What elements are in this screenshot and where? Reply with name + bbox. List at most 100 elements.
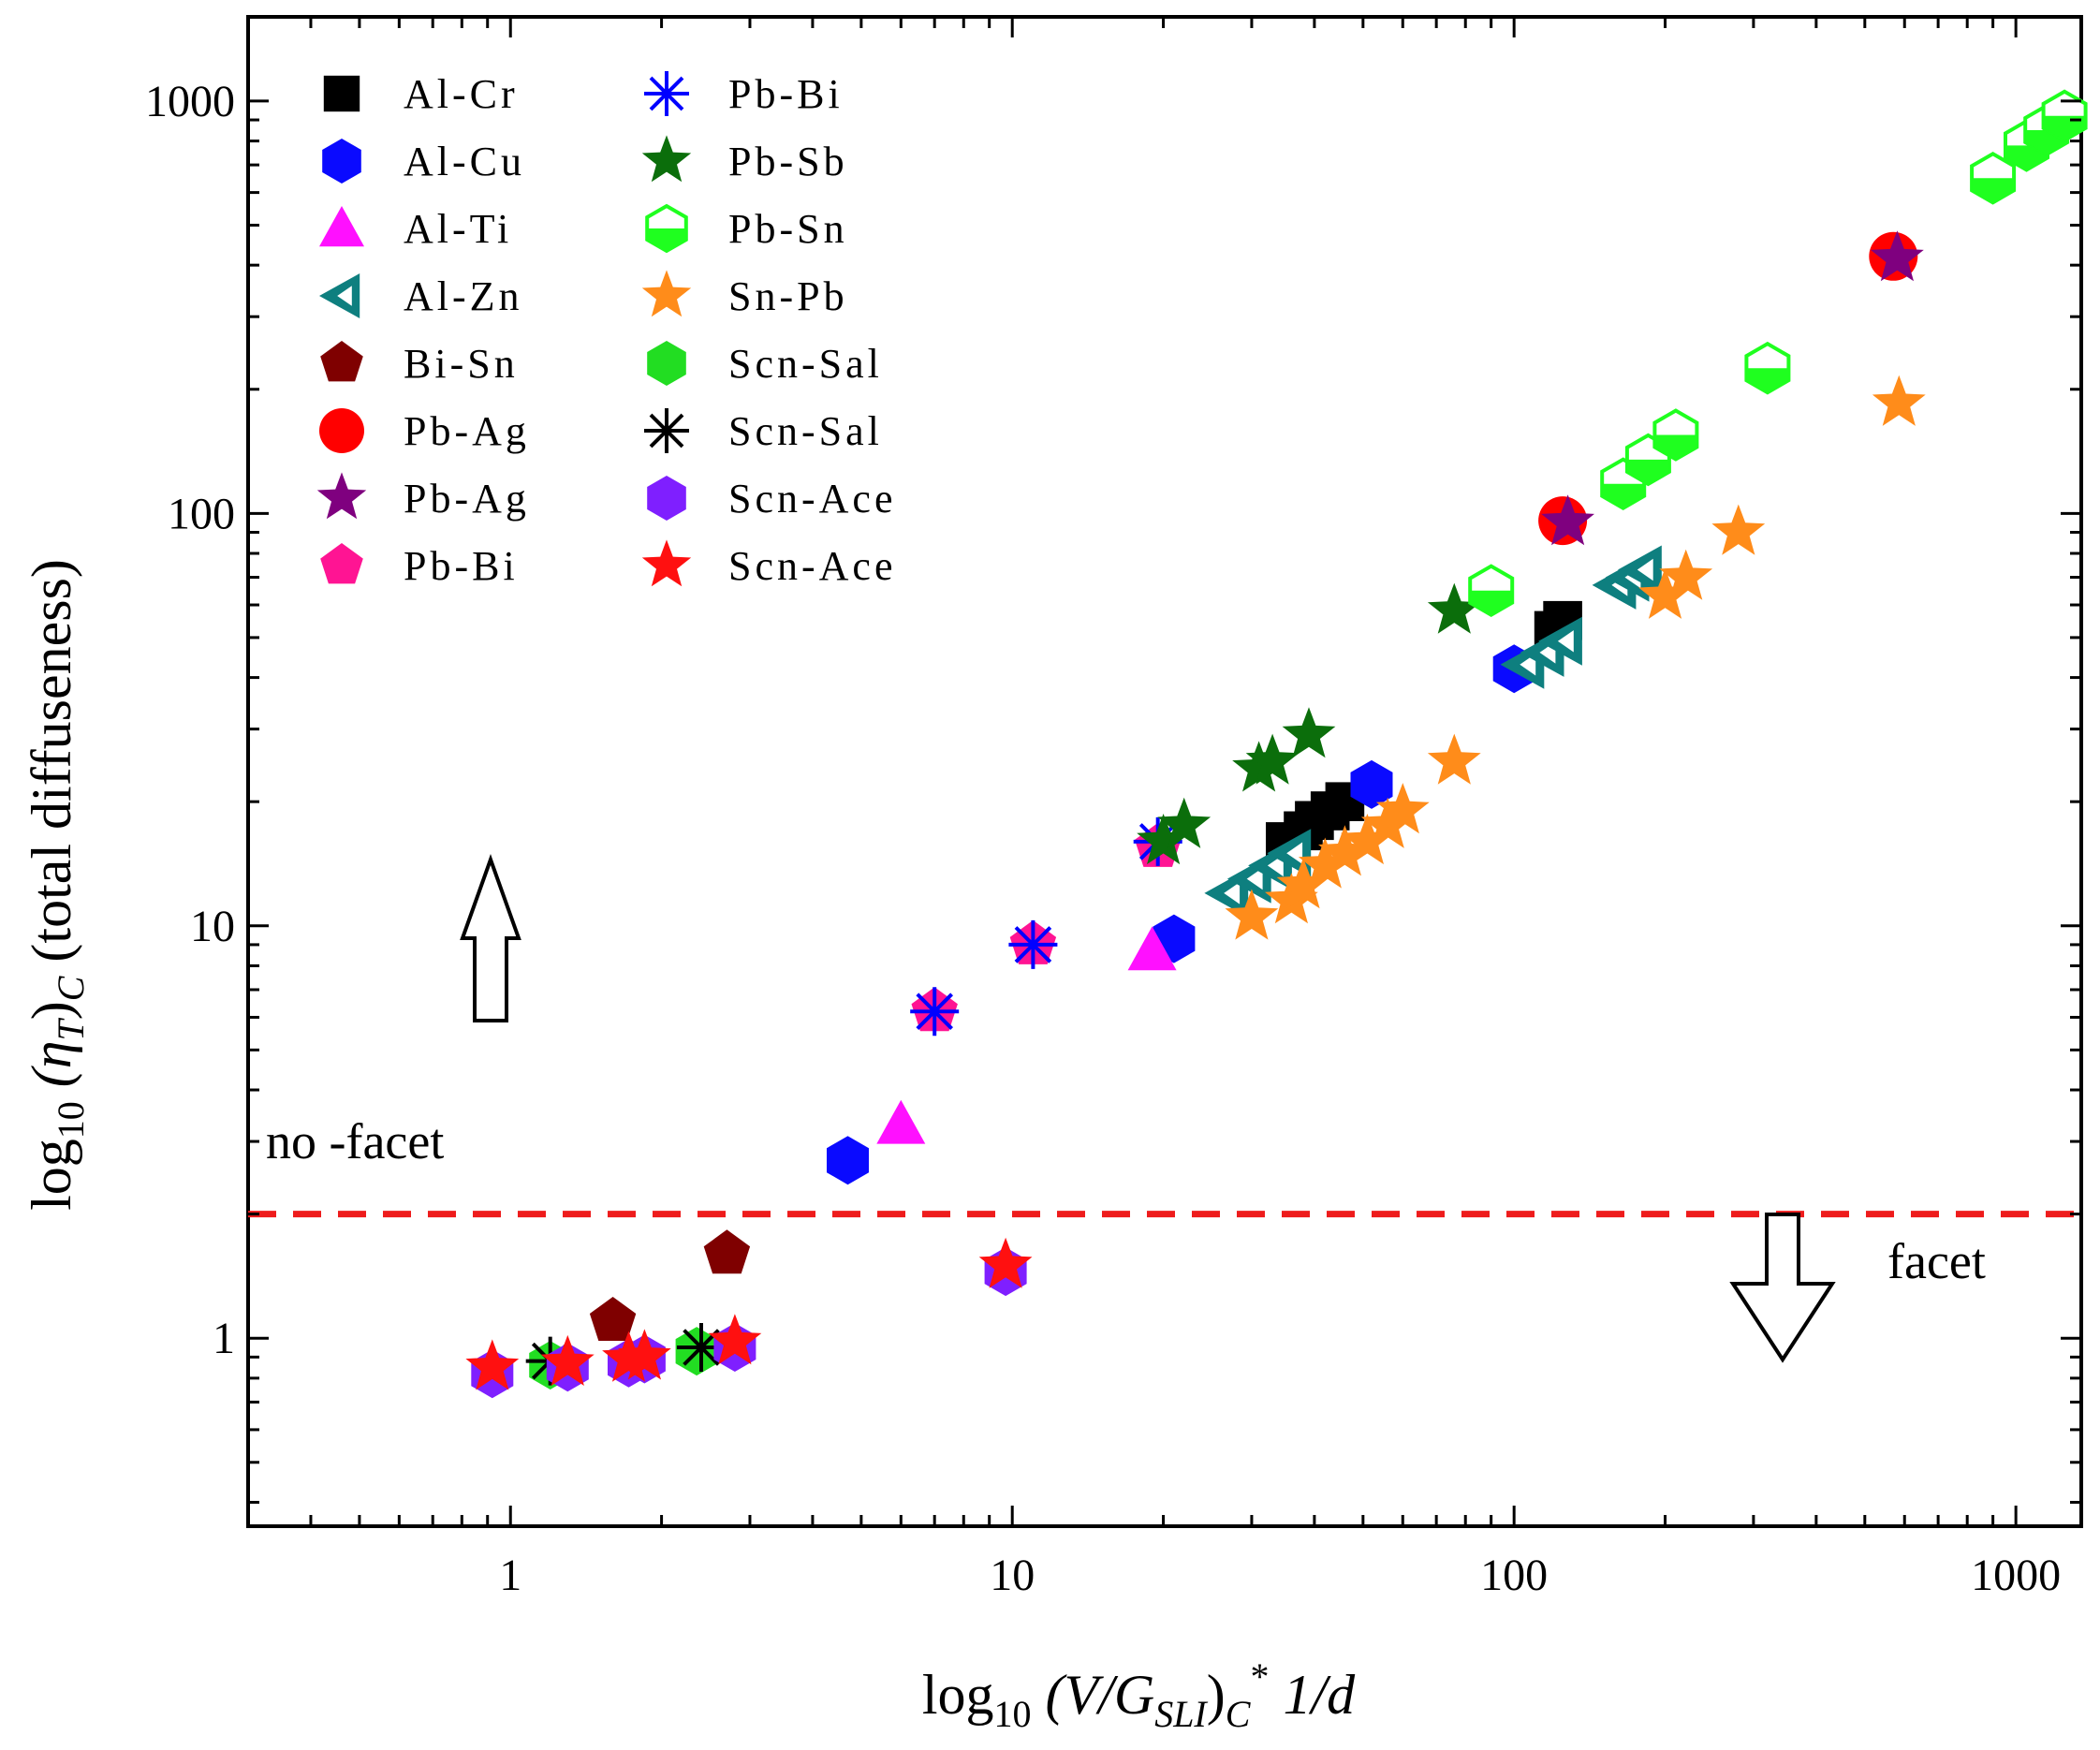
legend-label: Pb-Bi xyxy=(404,543,519,589)
data-point xyxy=(1341,814,1394,865)
data-point xyxy=(1282,707,1336,758)
data-point xyxy=(1744,341,1791,395)
legend-item: Pb-Ag xyxy=(319,408,530,454)
legend: Al-Cr Al-Cu Al-Ti Al-Zn Bi-Sn Pb-Ag Pb-Ag Pb-Bi… xyxy=(316,71,897,589)
legend-item: Scn-Ace xyxy=(647,476,897,522)
data-point xyxy=(1618,545,1662,595)
data-point xyxy=(1267,829,1312,878)
data-point xyxy=(1318,825,1372,876)
legend-item: Pb-Sn xyxy=(645,203,848,254)
legend-marker xyxy=(647,476,686,521)
data-point xyxy=(910,987,960,1037)
no-facet-label: no -facet xyxy=(266,1113,444,1169)
legend-label: Scn-Ace xyxy=(728,476,897,522)
up-arrow-icon xyxy=(460,854,521,1022)
data-point xyxy=(1652,408,1699,462)
data-point xyxy=(1225,889,1279,940)
legend-label: Pb-Ag xyxy=(404,408,530,454)
svg-text:log10 (ηT)C (total diffuseness: log10 (ηT)C (total diffuseness) xyxy=(21,559,92,1211)
series-pb-sb-star xyxy=(1137,582,1481,865)
legend-item: Al-Cu xyxy=(322,139,525,184)
legend-item: Pb-Ag xyxy=(316,472,530,522)
legend-item: Scn-Ace xyxy=(641,539,897,589)
y-axis-title: log10 (ηT)C (total diffuseness) xyxy=(21,559,92,1211)
data-point xyxy=(1872,375,1926,426)
legend-marker xyxy=(320,543,363,584)
legend-marker xyxy=(641,539,692,587)
data-point xyxy=(1711,504,1766,555)
legend-label: Pb-Bi xyxy=(728,71,844,117)
data-point xyxy=(1538,616,1582,666)
x-tick-label: 10 xyxy=(990,1551,1035,1600)
series-bi-sn-pentagon xyxy=(589,1229,751,1341)
data-point xyxy=(1427,733,1481,785)
legend-marker xyxy=(641,135,692,183)
legend-marker xyxy=(323,75,360,112)
axes: 1 10 100 1000 1 10 100 1000 xyxy=(145,17,2081,1600)
legend-marker xyxy=(645,203,688,254)
data-point xyxy=(978,1237,1033,1288)
legend-label: Scn-Ace xyxy=(728,543,897,589)
series-al-ti-triangle xyxy=(876,926,1177,1144)
legend-marker xyxy=(319,273,360,318)
data-point xyxy=(1375,783,1430,834)
legend-label: Scn-Sal xyxy=(728,341,883,387)
data-point xyxy=(827,1136,869,1185)
data-marks xyxy=(465,89,2088,1399)
x-tick-label: 100 xyxy=(1480,1551,1548,1600)
data-point xyxy=(465,1339,520,1390)
legend-label: Al-Ti xyxy=(404,206,512,252)
legend-item: Scn-Sal xyxy=(647,341,883,387)
y-tick-label: 1000 xyxy=(145,77,235,126)
legend-marker xyxy=(647,341,686,386)
series-al-zn-tri-left xyxy=(1204,545,1662,918)
legend-item: Bi-Sn xyxy=(320,341,519,387)
legend-item: Pb-Bi xyxy=(644,71,844,117)
legend-item: Pb-Sb xyxy=(641,135,844,184)
series-al-cu-hexagon xyxy=(827,644,1535,1185)
data-point xyxy=(1871,230,1924,282)
data-point xyxy=(1137,814,1190,865)
legend-label: Pb-Ag xyxy=(404,476,530,522)
legend-label: Pb-Sn xyxy=(728,206,848,252)
data-point xyxy=(1638,567,1692,619)
legend-item: Al-Zn xyxy=(319,273,523,319)
series-pb-sn-half-hexagon xyxy=(1468,89,2088,618)
series-pb-bi-pentagon xyxy=(911,822,1182,1032)
data-point xyxy=(1157,797,1212,848)
legend-marker xyxy=(319,408,364,453)
legend-item: Pb-Bi xyxy=(320,543,519,589)
x-tick-label: 1 xyxy=(499,1551,521,1600)
data-point xyxy=(1298,837,1352,889)
legend-item: Al-Ti xyxy=(319,206,512,252)
data-point xyxy=(1350,759,1393,809)
y-tick-label: 1 xyxy=(213,1314,235,1363)
data-point xyxy=(1127,926,1177,971)
legend-label: Sn-Pb xyxy=(728,273,848,319)
svg-text:log10 (V/GSLI)C* 1/d: log10 (V/GSLI)C* 1/d xyxy=(922,1655,1356,1735)
x-axis-title: log10 (V/GSLI)C* 1/d xyxy=(922,1655,1356,1735)
legend-label: Scn-Sal xyxy=(728,408,883,454)
series-pb-ag-circle xyxy=(1538,231,1918,546)
legend-label: Al-Cu xyxy=(404,139,525,184)
legend-label: Bi-Sn xyxy=(404,341,519,387)
data-point xyxy=(2041,89,2088,143)
series-scn-ace-star xyxy=(465,1237,1033,1390)
data-point xyxy=(703,1229,751,1274)
data-point xyxy=(1427,582,1481,634)
data-point xyxy=(589,1297,637,1341)
legend-marker xyxy=(322,139,361,184)
legend-label: Al-Zn xyxy=(404,273,523,319)
data-point xyxy=(1232,741,1285,792)
data-point xyxy=(1468,564,1515,618)
data-point xyxy=(1659,549,1713,600)
legend-marker xyxy=(316,472,367,520)
data-point xyxy=(1360,797,1415,848)
legend-label: Al-Cr xyxy=(404,71,519,117)
data-point xyxy=(1008,919,1058,969)
legend-item: Al-Cr xyxy=(323,71,519,117)
legend-marker xyxy=(644,408,689,453)
data-point xyxy=(1541,494,1594,546)
legend-marker xyxy=(641,270,692,317)
